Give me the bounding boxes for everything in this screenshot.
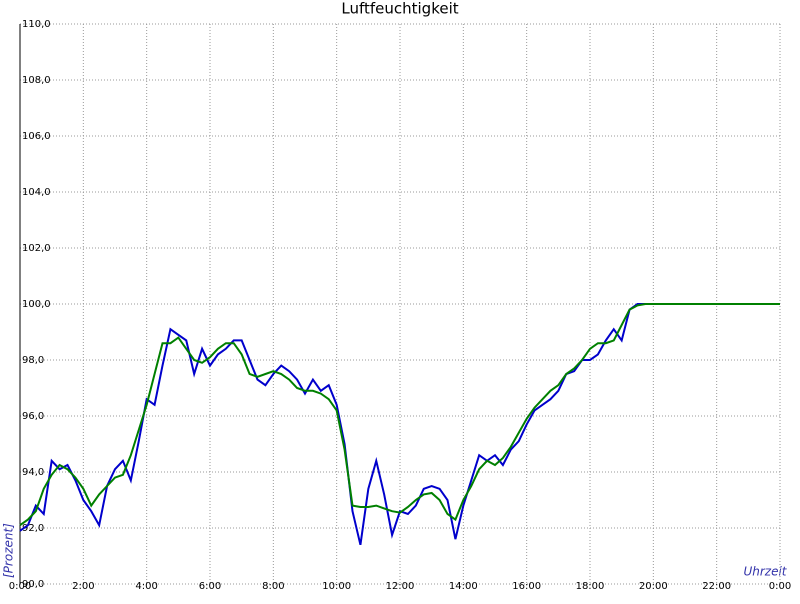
x-tick-label: 20:00 (639, 581, 668, 592)
y-tick-label: 106,0 (22, 131, 51, 142)
y-tick-label: 102,0 (22, 243, 51, 254)
x-tick-label: 12:00 (386, 581, 415, 592)
x-tick-label: 16:00 (512, 581, 541, 592)
x-tick-label: 2:00 (72, 581, 94, 592)
y-tick-label: 90,0 (22, 579, 44, 590)
x-tick-label: 4:00 (135, 581, 157, 592)
x-tick-label: 14:00 (449, 581, 478, 592)
y-tick-label: 96,0 (22, 411, 44, 422)
chart-title: Luftfeuchtigkeit (341, 0, 458, 18)
x-tick-label: 0:00 (9, 581, 31, 592)
y-tick-label: 108,0 (22, 75, 51, 86)
line-series (19, 303, 780, 527)
y-tick-label: 98,0 (22, 355, 44, 366)
y-tick-label: 110,0 (22, 19, 51, 30)
y-axis-label: [Prozent] (2, 523, 16, 578)
y-tick-label: 94,0 (22, 467, 44, 478)
x-tick-label: 6:00 (199, 581, 221, 592)
y-tick-label: 104,0 (22, 187, 51, 198)
x-tick-label: 10:00 (322, 581, 351, 592)
x-tick-label: 18:00 (576, 581, 605, 592)
y-tick-label: 100,0 (22, 299, 51, 310)
x-tick-label: 0:00 (769, 581, 791, 592)
y-tick-label: 92,0 (22, 523, 44, 534)
x-tick-label: 8:00 (262, 581, 284, 592)
x-tick-label: 22:00 (702, 581, 731, 592)
x-axis-label: Uhrzeit (743, 565, 787, 579)
line-series (19, 303, 780, 546)
